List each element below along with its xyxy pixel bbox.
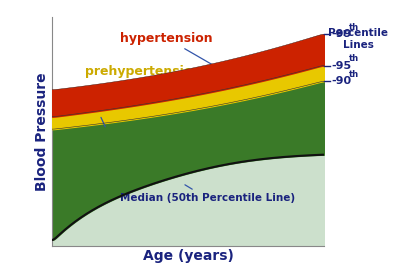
Text: -99: -99 — [331, 29, 352, 39]
X-axis label: Age (years): Age (years) — [142, 249, 234, 263]
Text: prehypertension: prehypertension — [85, 65, 201, 93]
Text: Median (50th Percentile Line): Median (50th Percentile Line) — [120, 185, 295, 203]
Text: hypertension: hypertension — [120, 32, 213, 65]
Text: th: th — [348, 23, 358, 32]
Text: th: th — [348, 54, 358, 63]
Text: -90: -90 — [331, 76, 351, 86]
Y-axis label: Blood Pressure: Blood Pressure — [35, 72, 49, 191]
Text: normal: normal — [71, 99, 120, 127]
Text: Percentile
Lines: Percentile Lines — [328, 28, 388, 50]
Text: -95: -95 — [331, 61, 351, 71]
Text: th: th — [348, 70, 358, 79]
